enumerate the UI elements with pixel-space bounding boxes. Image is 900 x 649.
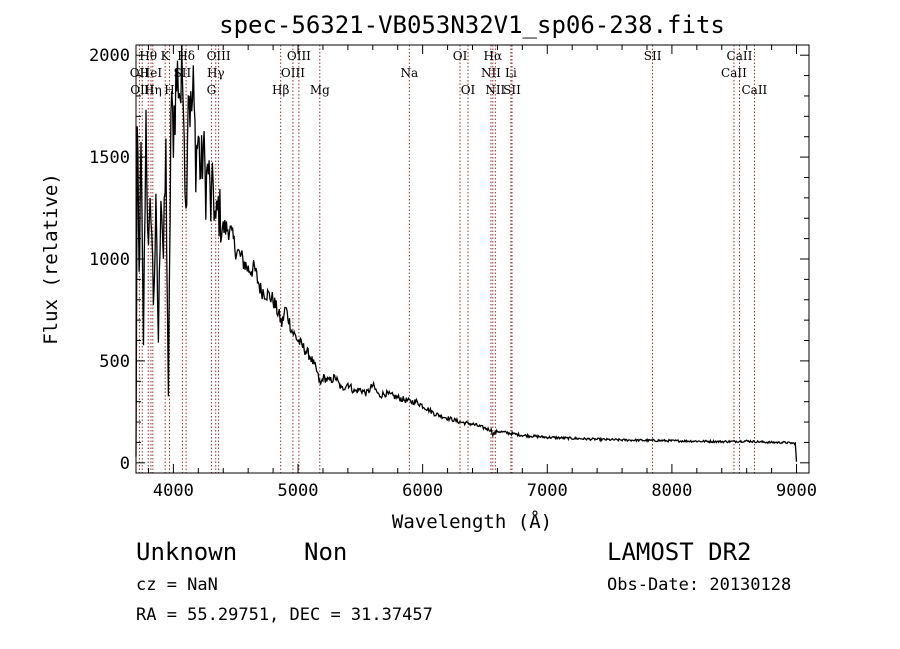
x-tick-label-0: 4000 (153, 481, 194, 501)
spectrum-line (135, 45, 798, 462)
line-label-25: CaII (727, 49, 753, 63)
line-label-8: Hδ (177, 49, 195, 63)
line-label-12: Hβ (272, 83, 289, 97)
line-label-9: OIII (207, 49, 231, 63)
line-label-24: SII (644, 49, 662, 63)
line-label-0: Hθ (139, 49, 157, 63)
x-axis-label: Wavelength (Å) (392, 510, 552, 533)
line-label-11: G (207, 83, 217, 97)
y-axis-label: Flux (relative) (40, 173, 62, 345)
line-label-22: Li (505, 66, 517, 80)
line-label-3: HeI (140, 66, 163, 80)
y-tick-label-3: 1500 (89, 148, 130, 168)
line-label-16: Na (400, 66, 418, 80)
redshift-readout: cz = NaN (136, 575, 218, 595)
object-class: Unknown (136, 538, 237, 566)
survey-name: LAMOST DR2 (607, 538, 752, 566)
y-axis: 0 500 1000 1500 2000 (89, 46, 809, 474)
chart-title: spec-56321-VB053N32V1_sp06-238.fits (219, 11, 725, 39)
y-tick-label-0: 0 (120, 454, 130, 474)
line-label-7: H (164, 83, 174, 97)
line-label-4: Hη (144, 83, 162, 97)
line-label-26: CaII (721, 66, 747, 80)
x-tick-label-2: 6000 (402, 481, 443, 501)
x-tick-label-5: 9000 (776, 481, 817, 501)
line-label-10: Hγ (207, 66, 225, 80)
line-label-20: NII (481, 66, 501, 80)
x-tick-label-4: 8000 (651, 481, 692, 501)
line-label-21: NII (485, 83, 505, 97)
line-label-15: Mg (310, 83, 330, 97)
y-tick-label-1: 500 (99, 352, 130, 372)
line-label-23: SII (503, 83, 521, 97)
x-axis: 4000 5000 6000 7000 8000 9000 (147, 45, 817, 501)
y-tick-label-2: 1000 (89, 250, 130, 270)
y-tick-label-4: 2000 (89, 46, 130, 66)
object-subclass: Non (304, 538, 347, 566)
line-label-1: OII (130, 66, 150, 80)
line-label-5: K (161, 49, 171, 63)
line-label-14: OIII (281, 66, 305, 80)
line-label-18: OI (461, 83, 476, 97)
emission-line-markers (138, 45, 755, 473)
obs-date: Obs-Date: 20130128 (607, 575, 791, 595)
line-label-17: OI (453, 49, 468, 63)
x-tick-label-3: 7000 (527, 481, 568, 501)
ra-dec-readout: RA = 55.29751, DEC = 31.37457 (136, 605, 433, 625)
line-label-27: CaII (741, 83, 767, 97)
x-tick-label-1: 5000 (278, 481, 319, 501)
line-label-13: OIII (287, 49, 311, 63)
plot-frame (135, 44, 810, 474)
line-label-19: Hα (484, 49, 503, 63)
